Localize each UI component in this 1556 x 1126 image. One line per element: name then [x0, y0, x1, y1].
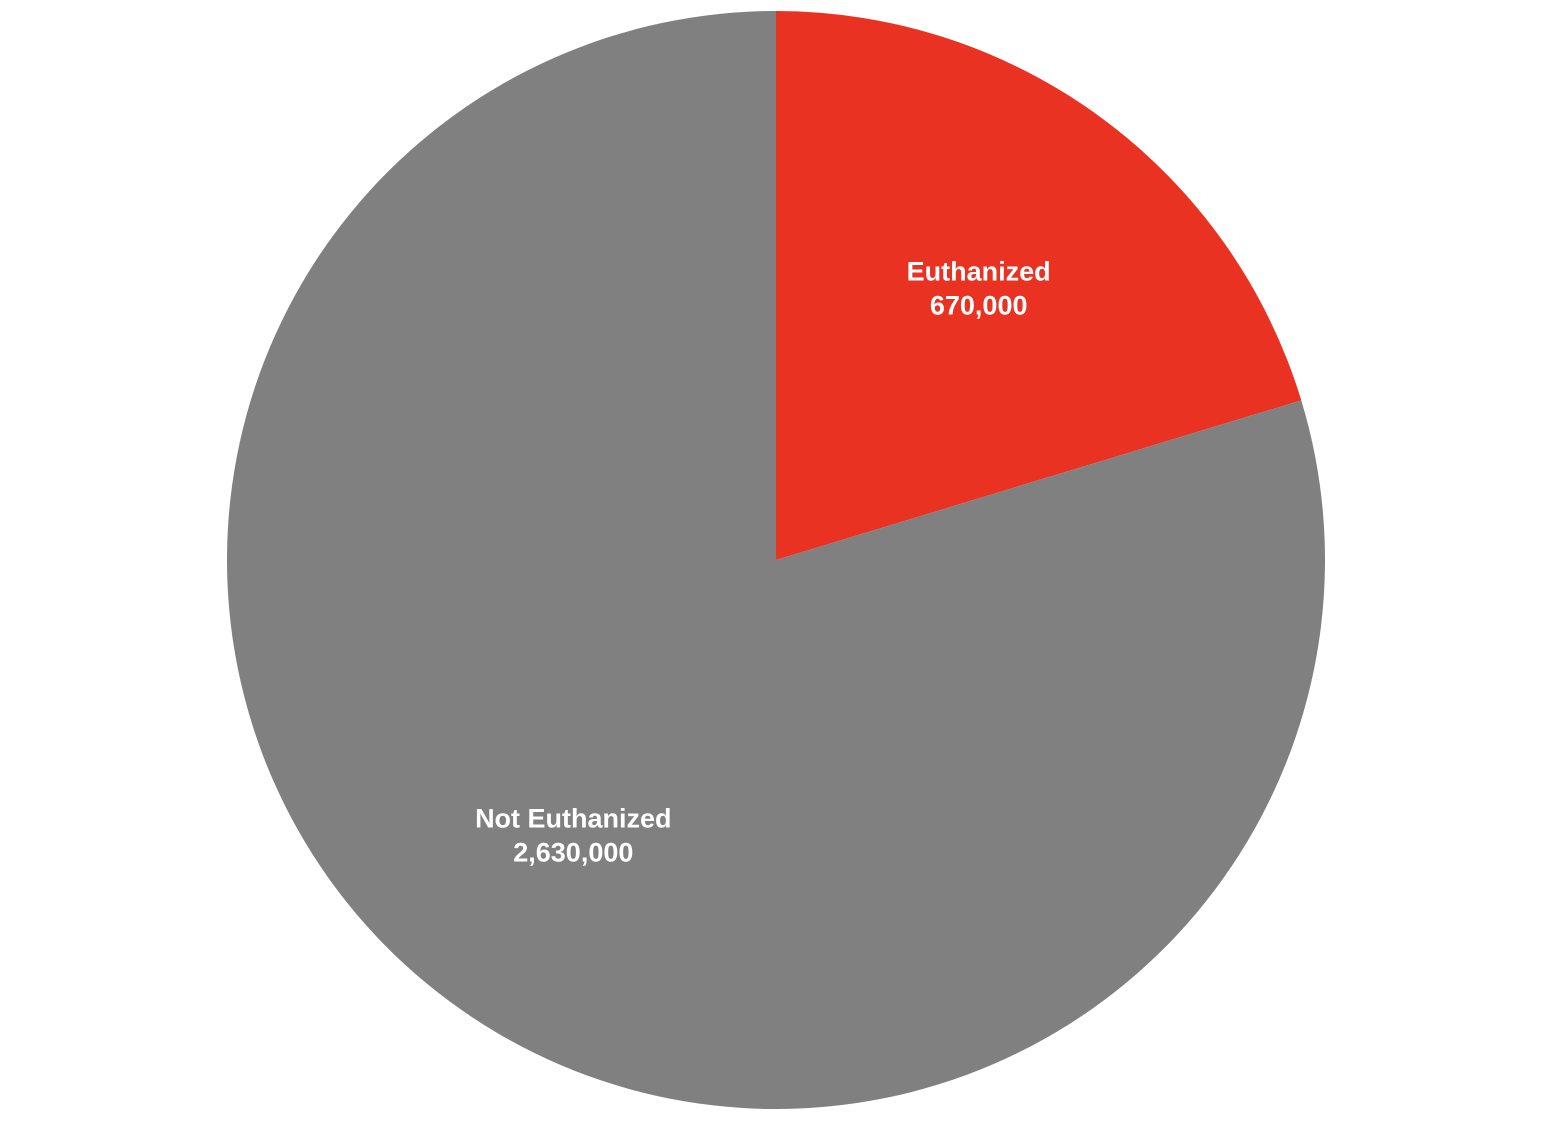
slice-value-not-euthanized: 2,630,000 [513, 837, 633, 867]
pie-slice-not-euthanized [227, 11, 1325, 1110]
labels-layer: Euthanized 670,000 Not Euthanized 2,630,000 [475, 257, 1051, 868]
slice-label-euthanized: Euthanized [907, 257, 1051, 287]
slices-layer [227, 11, 1325, 1110]
slice-value-euthanized: 670,000 [930, 291, 1028, 321]
pie-slice-euthanized [776, 11, 1302, 560]
slice-label-not-euthanized: Not Euthanized [475, 803, 672, 833]
